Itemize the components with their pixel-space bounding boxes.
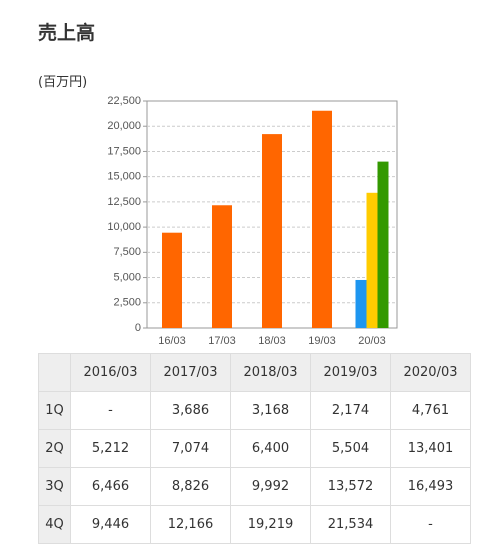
column-header: 2018/03 [230,353,311,392]
column-header: 2020/03 [390,353,471,392]
x-tick-label: 18/03 [258,335,286,347]
data-table: 2016/03 2017/03 2018/03 2019/03 2020/03 1Q -3,… [38,353,471,544]
row-header: 2Q [38,429,71,468]
table-row: 3Q 6,466 8,826 9,992 13,572 16,493 [38,467,471,506]
y-tick-label: 17,500 [107,145,141,157]
table-cell: 12,166 [150,505,231,544]
y-tick-label: 2,500 [113,297,141,309]
table-cell: 4,761 [390,391,471,430]
y-tick-label: 10,000 [107,221,141,233]
table-cell: 2,174 [310,391,391,430]
corner-cell [38,353,71,392]
y-tick-label: 22,500 [107,95,141,107]
table-cell: 21,534 [310,505,391,544]
table-cell: - [70,391,151,430]
table-cell: 13,572 [310,467,391,506]
bar [355,279,367,328]
table-cell: 5,504 [310,429,391,468]
bar [162,232,182,328]
column-header: 2016/03 [70,353,151,392]
y-tick-label: 7,500 [113,246,141,258]
table-cell: 8,826 [150,467,231,506]
y-tick-label: 20,000 [107,120,141,132]
title: 売上高 [38,22,96,44]
table-cell: 16,493 [390,467,471,506]
row-header: 1Q [38,391,71,430]
table-cell: 9,446 [70,505,151,544]
row-header: 3Q [38,467,71,506]
table-row: 1Q -3,686 3,168 2,174 4,761 [38,391,471,430]
table-cell: 19,219 [230,505,311,544]
table-cell: 6,466 [70,467,151,506]
bar [377,161,389,328]
table-row: 2Q 5,212 7,074 6,400 5,504 13,401 [38,429,471,468]
table-cell: 5,212 [70,429,151,468]
bar [262,134,282,328]
table-cell: - [390,505,471,544]
x-tick-label: 20/03 [358,335,386,347]
table-row: 4Q 9,446 12,166 19,219 21,534- [38,505,471,544]
table-cell: 3,686 [150,391,231,430]
y-tick-label: 0 [135,322,141,334]
table-cell: 9,992 [230,467,311,506]
x-tick-label: 19/03 [308,335,336,347]
table-cell: 7,074 [150,429,231,468]
table-cell: 13,401 [390,429,471,468]
y-tick-label: 5,000 [113,271,141,283]
bar [312,110,332,328]
table-cell: 3,168 [230,391,311,430]
header-row: 2016/03 2017/03 2018/03 2019/03 2020/03 [38,353,471,392]
column-header: 2019/03 [310,353,391,392]
column-header: 2017/03 [150,353,231,392]
unit-label: (百万円) [38,75,88,90]
row-header: 4Q [38,505,71,544]
x-tick-label: 17/03 [208,335,236,347]
bar [366,192,378,328]
bar [212,205,232,328]
y-tick-label: 15,000 [107,171,141,183]
x-tick-label: 16/03 [158,335,186,347]
chart: 0 2,500 5,000 7,500 10,000 12,500 15,000 17,500… [107,95,398,347]
table-cell: 6,400 [230,429,311,468]
y-tick-label: 12,500 [107,196,141,208]
